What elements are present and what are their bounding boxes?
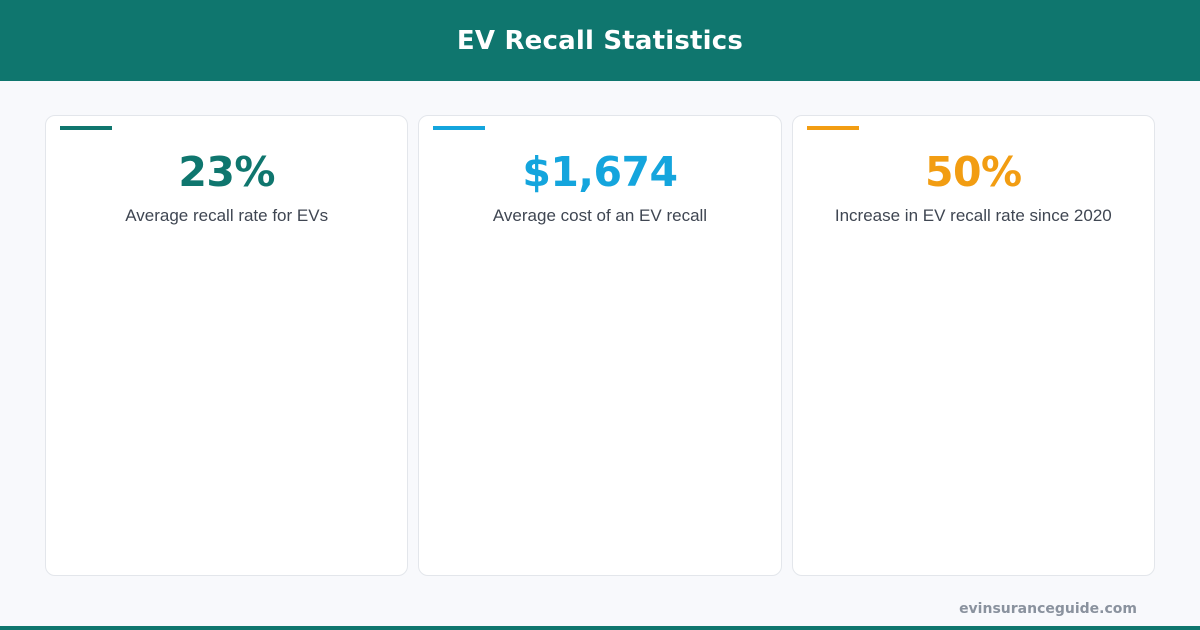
header-banner: EV Recall Statistics <box>0 0 1200 81</box>
stat-value: 23% <box>178 148 275 196</box>
stat-label: Average recall rate for EVs <box>125 206 329 225</box>
accent-bar <box>60 126 112 130</box>
stat-cards: 23% Average recall rate for EVs $1,674 A… <box>45 115 1155 576</box>
stat-value: $1,674 <box>522 148 678 196</box>
stat-label: Average cost of an EV recall <box>492 206 708 225</box>
accent-bar <box>806 126 859 130</box>
bottom-accent-bar <box>0 626 1200 630</box>
stat-card-recall-increase: 50% Increase in EV recall rate since 202… <box>791 115 1155 576</box>
page-title: EV Recall Statistics <box>456 25 744 56</box>
stat-label: Increase in EV recall rate since 2020 <box>834 206 1112 225</box>
site-url: evinsuranceguide.com <box>959 601 1137 617</box>
accent-bar <box>433 126 486 130</box>
stat-card-recall-cost: $1,674 Average cost of an EV recall <box>418 115 782 576</box>
stat-card-recall-rate: 23% Average recall rate for EVs <box>45 115 409 576</box>
stat-value: 50% <box>925 148 1022 196</box>
